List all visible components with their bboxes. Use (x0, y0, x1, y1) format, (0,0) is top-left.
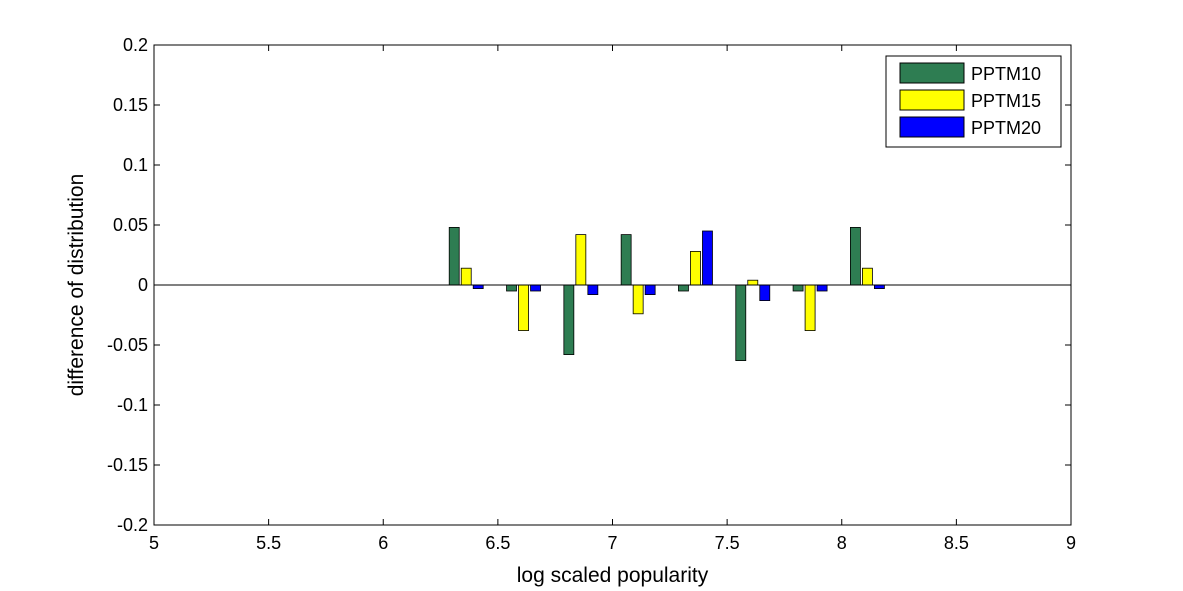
x-tick-label: 7.5 (715, 533, 740, 553)
bar-pptm10-6 (792, 284, 804, 292)
y-tick-label: 0 (138, 275, 148, 295)
y-tick-label: -0.05 (107, 335, 148, 355)
y-axis-label: difference of distribution (65, 174, 88, 397)
bars-group (448, 226, 885, 361)
bar-pptm15-5 (747, 279, 759, 286)
bar-pptm15-7 (862, 267, 873, 286)
y-tick-label: -0.2 (117, 515, 148, 535)
bar-pptm20-6 (816, 284, 828, 292)
x-tick-label: 9 (1066, 533, 1076, 553)
bar-pptm20-5 (759, 284, 771, 302)
legend-label-pptm15: PPTM15 (971, 91, 1041, 111)
x-tick-label: 8 (837, 533, 847, 553)
bar-pptm10-7 (850, 226, 861, 286)
bar-pptm15-1 (518, 284, 529, 331)
legend-label-pptm20: PPTM20 (971, 118, 1041, 138)
bar-pptm10-3 (620, 234, 632, 286)
x-tick-label: 7 (607, 533, 617, 553)
bar-pptm20-4 (702, 230, 713, 286)
bar-pptm20-7 (874, 284, 885, 289)
bar-pptm20-1 (530, 284, 541, 292)
y-tick-label: 0.1 (123, 155, 148, 175)
x-tick-label: 5 (149, 533, 159, 553)
bar-pptm15-0 (460, 267, 472, 286)
y-tick-label: 0.15 (113, 95, 148, 115)
x-axis-ticks: 5 5.5 6 6.5 7 7.5 8 8.5 9 (149, 45, 1076, 553)
bar-pptm20-2 (587, 284, 599, 296)
bar-pptm15-6 (804, 284, 816, 331)
y-tick-label: -0.1 (117, 395, 148, 415)
x-tick-label: 5.5 (256, 533, 281, 553)
y-axis-ticks: -0.2 -0.15 -0.1 -0.05 0 0.05 0.1 0.15 0.2 (107, 35, 1071, 535)
x-tick-label: 8.5 (944, 533, 969, 553)
bar-pptm15-2 (575, 234, 587, 286)
bar-pptm10-0 (448, 226, 460, 286)
legend-swatch-pptm15 (899, 89, 965, 111)
x-tick-label: 6.5 (485, 533, 510, 553)
y-tick-label: 0.05 (113, 215, 148, 235)
bar-pptm10-4 (678, 284, 689, 292)
bar-pptm20-3 (644, 284, 656, 296)
legend: PPTM10 PPTM15 PPTM20 (885, 55, 1062, 148)
bar-pptm15-4 (690, 250, 701, 286)
x-axis-label: log scaled popularity (517, 564, 709, 587)
bar-pptm10-1 (506, 284, 517, 292)
legend-swatch-pptm10 (899, 62, 965, 84)
legend-label-pptm10: PPTM10 (971, 64, 1041, 84)
y-tick-label: -0.15 (107, 455, 148, 475)
bar-pptm10-2 (563, 284, 575, 355)
y-tick-label: 0.2 (123, 35, 148, 55)
x-tick-label: 6 (378, 533, 388, 553)
bar-pptm20-0 (472, 284, 484, 289)
bar-pptm15-3 (632, 284, 644, 315)
bar-pptm10-5 (735, 284, 747, 361)
legend-swatch-pptm20 (899, 116, 965, 138)
